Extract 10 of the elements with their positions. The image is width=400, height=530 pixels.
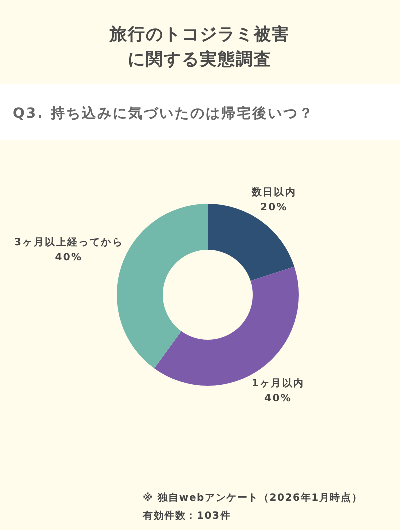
data-label: 40% (55, 252, 83, 264)
slice-label: 数日以内 (250, 186, 297, 199)
slice-label: 3ヶ月以上経ってから (14, 236, 124, 249)
text: 有効件数：103件 (142, 510, 232, 522)
data-label: 20% (260, 202, 288, 214)
data-label: 40% (264, 393, 292, 404)
chart-title: 旅行のトコジラミ被害に関する実態調査 (109, 25, 290, 70)
text: ※ 独自webアンケート（2026年1月時点） (143, 492, 363, 504)
slice-label: 1ヶ月以内 (252, 377, 305, 390)
chart-subtitle: Q3. 持ち込みに気づいたのは帰宅後いつ？ (13, 105, 314, 122)
